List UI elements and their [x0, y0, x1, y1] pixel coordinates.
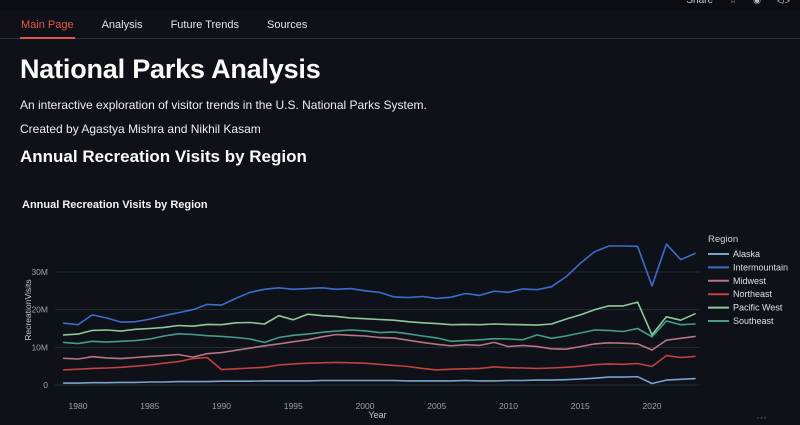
menu-icon[interactable]: </>: [776, 0, 790, 6]
y-tick-label: 0: [43, 380, 48, 390]
chart-options-icon[interactable]: ⋯: [756, 412, 768, 424]
y-axis-title: RecreationVisits: [23, 279, 33, 340]
series-line-alaska: [62, 375, 696, 385]
tab-main-page[interactable]: Main Page: [20, 16, 75, 39]
star-icon[interactable]: ☆: [729, 0, 738, 5]
tab-analysis[interactable]: Analysis: [101, 16, 144, 38]
legend-item-label: Northeast: [733, 289, 773, 299]
x-tick-label: 1980: [69, 401, 88, 411]
page-credits: Created by Agastya Mishra and Nikhil Kas…: [20, 122, 261, 136]
tab-future-trends[interactable]: Future Trends: [170, 16, 240, 38]
legend-title: Region: [708, 234, 738, 245]
x-tick-label: 2005: [427, 401, 446, 411]
series-line-pacific-west: [62, 301, 696, 336]
tab-sources[interactable]: Sources: [266, 16, 308, 38]
x-tick-label: 2000: [356, 401, 375, 411]
series-line-southeast: [62, 320, 696, 345]
legend-item-label: Midwest: [733, 276, 767, 286]
x-tick-label: 2020: [643, 401, 662, 411]
x-axis-title: Year: [368, 410, 386, 420]
y-tick-label: 30M: [31, 267, 48, 277]
legend-item-label: Pacific West: [733, 303, 783, 313]
x-tick-label: 2010: [499, 401, 518, 411]
page-subtitle: An interactive exploration of visitor tr…: [20, 98, 427, 112]
y-tick-label: 20M: [31, 305, 48, 315]
visits-line-chart: 0 10M 20M 30M 1980 1985 1990 1995 2000 2005 2010 20…: [23, 234, 788, 420]
legend-item-label: Intermountain: [733, 262, 788, 272]
series-line-northeast: [62, 354, 696, 371]
chart-title: Annual Recreation Visits by Region: [22, 199, 208, 211]
x-tick-label: 1995: [284, 401, 303, 411]
series-line-midwest: [62, 333, 696, 360]
app-header: Share ☆ ◉ </>: [0, 0, 800, 10]
legend-item-label: Alaska: [733, 249, 760, 259]
x-tick-label: 1985: [140, 401, 159, 411]
page-title: National Parks Analysis: [20, 54, 321, 84]
y-tick-label: 10M: [31, 342, 48, 352]
legend: Region Alaska Intermountain Midwest Northeas…: [708, 234, 788, 326]
profile-icon[interactable]: ◉: [753, 0, 761, 5]
legend-item-label: Southeast: [733, 316, 774, 326]
series-line-intermountain: [62, 243, 696, 326]
section-heading: Annual Recreation Visits by Region: [20, 147, 307, 166]
share-button[interactable]: Share: [686, 0, 714, 6]
tab-bar: Main Page Analysis Future Trends Sources: [0, 14, 800, 39]
x-tick-label: 1990: [212, 401, 231, 411]
x-tick-label: 2015: [571, 401, 590, 411]
